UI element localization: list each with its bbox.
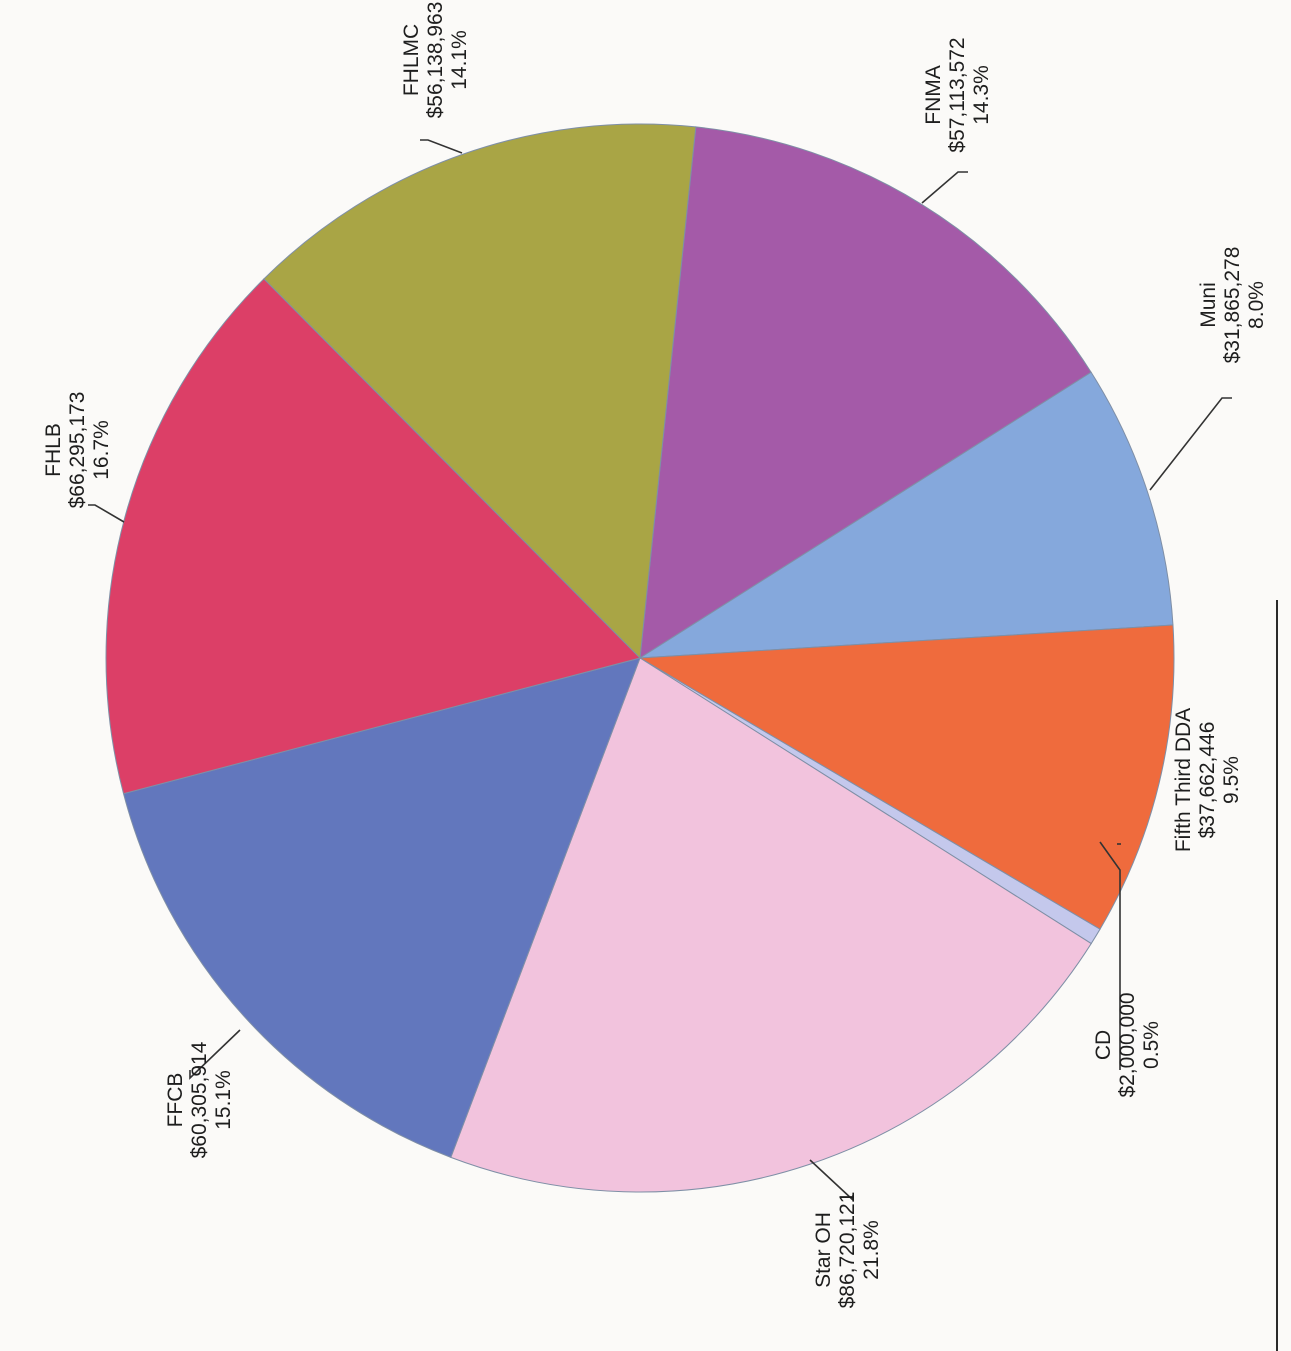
- slice-label-amount: $57,113,572: [946, 37, 969, 152]
- slice-label-amount: $37,662,446: [1196, 722, 1219, 839]
- leader-line: [1099, 841, 1121, 1070]
- slice-label-percent: 16.7%: [90, 420, 113, 480]
- slice-label-percent: 14.1%: [448, 30, 471, 90]
- slice-label-name: FFCB: [164, 1073, 187, 1128]
- slice-label-amount: $2,000,000: [1116, 992, 1139, 1097]
- slice-label-amount: $56,138,963: [424, 2, 447, 119]
- slice-label: FHLMC $56,138,963 14.1%: [400, 2, 471, 119]
- pie-slice-star-oh: [450, 657, 1092, 1193]
- scan-border-line: [1276, 600, 1278, 1351]
- pie-slice-muni: [639, 371, 1174, 659]
- pie-slice-fifth-third-dda: [638, 624, 1175, 930]
- slice-label: Muni $31,865,278 8.0%: [1197, 247, 1268, 364]
- slice-label-amount: $31,865,278: [1221, 247, 1244, 364]
- slice-label-percent: 21.8%: [860, 1220, 883, 1280]
- slice-label-name: CD: [1092, 1030, 1115, 1060]
- slice-label-name: FNMA: [922, 65, 945, 125]
- slice-label: FNMA $57,113,572 14.3%: [922, 37, 993, 152]
- slice-label-amount: $66,295,173: [66, 392, 89, 509]
- slice-label-percent: 0.5%: [1140, 1021, 1163, 1069]
- slice-label-name: Muni: [1197, 282, 1220, 328]
- slice-label-percent: 9.5%: [1220, 756, 1243, 804]
- slice-label-amount: $60,305,914: [188, 1041, 211, 1158]
- slice-label-percent: 14.3%: [970, 65, 993, 125]
- slice-label-amount: $86,720,121: [836, 1192, 859, 1309]
- leader-line: [921, 171, 968, 204]
- slice-label-percent: 15.1%: [212, 1070, 235, 1130]
- slice-label-name: FHLMC: [400, 24, 423, 96]
- leader-line: [1149, 397, 1232, 491]
- leader-line: [189, 1029, 241, 1080]
- leader-line: [88, 504, 125, 523]
- slice-label: Star OH $86,720,121 21.8%: [812, 1192, 883, 1309]
- slice-label: Fifth Third DDA $37,662,446 9.5%: [1172, 708, 1243, 852]
- slice-label: FFCB $60,305,914 15.1%: [164, 1041, 235, 1158]
- slice-label-percent: 8.0%: [1245, 281, 1268, 329]
- leader-line: [420, 139, 463, 154]
- pie-slice-ffcb: [122, 657, 641, 1159]
- pie-slice-fhlb: [105, 278, 641, 795]
- leader-line: [809, 1159, 854, 1202]
- slice-label-name: FHLB: [42, 423, 65, 477]
- slice-label: FHLB $66,295,173 16.7%: [42, 392, 113, 509]
- slice-label-name: Star OH: [812, 1212, 835, 1288]
- slice-label: CD $2,000,000 0.5%: [1092, 992, 1163, 1097]
- pie-slice-fnma: [639, 126, 1092, 659]
- slice-label-name: Fifth Third DDA: [1172, 708, 1195, 852]
- pie-slice-fhlmc: [263, 123, 697, 660]
